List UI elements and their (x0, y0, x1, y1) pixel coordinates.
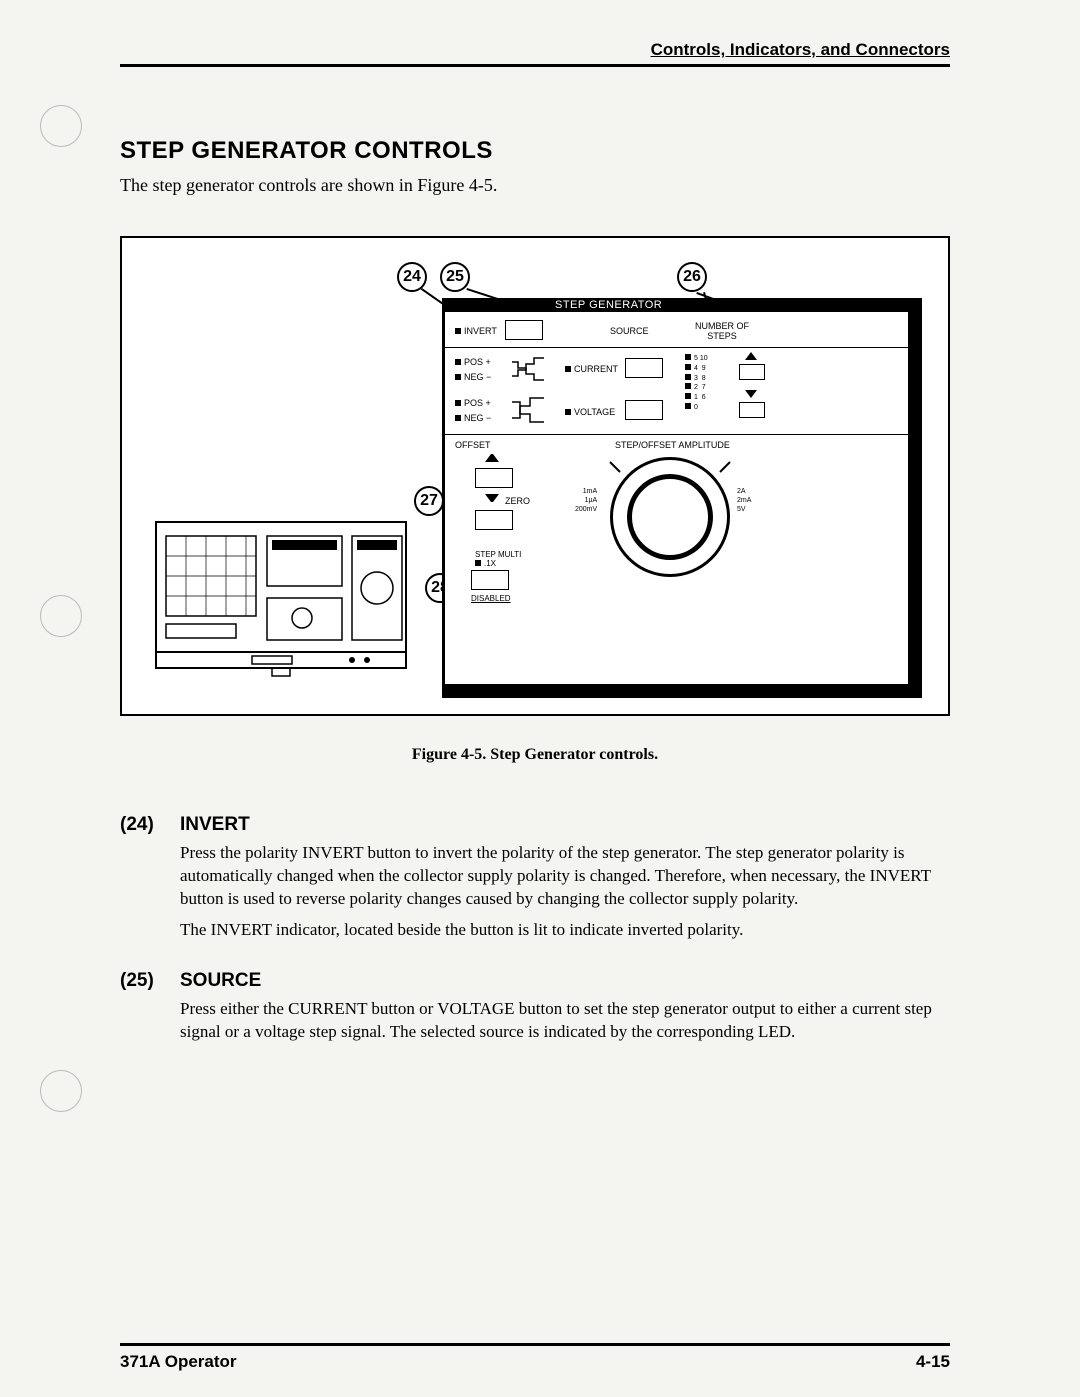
voltage-button[interactable] (625, 400, 663, 420)
pos-label: POS + (455, 357, 491, 367)
item-title: SOURCE (180, 970, 950, 992)
section-title: STEP GENERATOR CONTROLS (120, 137, 950, 165)
step-offset-amplitude-label: STEP/OFFSET AMPLITUDE (615, 440, 730, 450)
offset-label: OFFSET (455, 440, 491, 450)
page-container: Controls, Indicators, and Connectors STE… (120, 40, 950, 1072)
footer-right: 4-15 (916, 1352, 950, 1372)
footer-left: 371A Operator (120, 1352, 237, 1372)
step-multi-x-label: .1X (475, 559, 496, 568)
offset-up-button[interactable] (475, 468, 513, 488)
item-paragraph: Press the polarity INVERT button to inve… (180, 842, 950, 911)
steps-scale: 5 104 93 82 71 60 (685, 354, 708, 413)
voltage-label: VOLTAGE (565, 407, 615, 417)
item-paragraph: Press either the CURRENT button or VOLTA… (180, 998, 950, 1044)
invert-button[interactable] (505, 320, 543, 340)
step-waveform-icon (510, 394, 550, 426)
offset-zero-button[interactable] (475, 510, 513, 530)
offset-down-icon[interactable] (485, 494, 499, 504)
amplitude-right-scale: 2A 2mA 5V (737, 487, 751, 514)
number-of-steps-label: NUMBER OF STEPS (695, 321, 749, 341)
steps-down-button[interactable] (739, 402, 765, 418)
pos-label-2: POS + (455, 398, 491, 408)
steps-up-icon[interactable] (745, 352, 757, 360)
page-footer: 371A Operator 4-15 (120, 1343, 950, 1372)
steps-up-button[interactable] (739, 364, 765, 380)
punch-hole-icon (40, 595, 82, 637)
instrument-thumbnail (152, 518, 412, 678)
item-paragraph: The INVERT indicator, located beside the… (180, 919, 950, 942)
callout-26: 26 (677, 262, 707, 292)
invert-label: INVERT (455, 326, 497, 336)
source-label: SOURCE (610, 326, 649, 336)
neg-label: NEG − (455, 372, 491, 382)
item-24: (24) INVERT Press the polarity INVERT bu… (120, 814, 950, 950)
knob-ticks-icon (600, 452, 740, 582)
item-title: INVERT (180, 814, 950, 836)
item-25: (25) SOURCE Press either the CURRENT but… (120, 970, 950, 1052)
current-button[interactable] (625, 358, 663, 378)
running-head: Controls, Indicators, and Connectors (120, 40, 950, 67)
item-number: (25) (120, 970, 180, 1052)
offset-up-icon[interactable] (485, 452, 499, 462)
punch-hole-icon (40, 105, 82, 147)
staircase-icon (510, 354, 550, 384)
punch-hole-icon (40, 1070, 82, 1112)
instrument-icon (152, 518, 412, 678)
step-generator-panel: STEP GENERATOR INVERT SOURCE NUMBER OF S… (442, 298, 922, 698)
panel-title: STEP GENERATOR (555, 299, 662, 311)
disabled-label: DISABLED (471, 594, 511, 603)
amplitude-left-scale: 1mA 1µA 200mV (575, 487, 597, 514)
neg-label-2: NEG − (455, 413, 491, 423)
step-multi-button[interactable] (471, 570, 509, 590)
step-multi-label: STEP MULTI (475, 550, 521, 559)
steps-down-icon[interactable] (745, 390, 757, 398)
intro-paragraph: The step generator controls are shown in… (120, 175, 950, 196)
zero-label: ZERO (505, 496, 530, 506)
callout-27: 27 (414, 486, 444, 516)
divider (445, 347, 908, 348)
figure-caption: Figure 4-5. Step Generator controls. (120, 746, 950, 764)
current-label: CURRENT (565, 364, 618, 374)
callout-25: 25 (440, 262, 470, 292)
divider (445, 434, 908, 435)
item-number: (24) (120, 814, 180, 950)
figure-4-5: 24 25 26 27 28 29 STEP GENERATOR INVERT … (120, 236, 950, 716)
